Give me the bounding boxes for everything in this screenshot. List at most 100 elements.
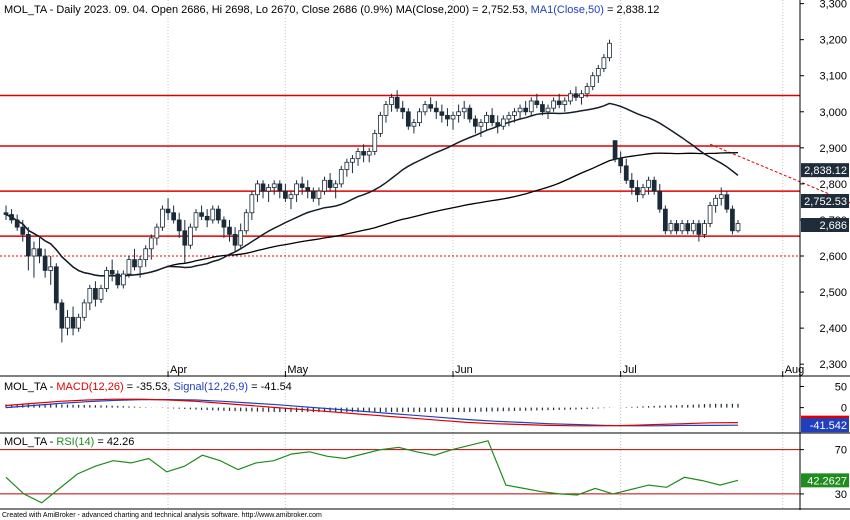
candle-down (635, 187, 640, 196)
candle-down (232, 233, 238, 246)
y-tick-label: 2,300 (819, 359, 847, 371)
macd-header-label: MACD(12,26) (56, 381, 123, 393)
candle-up (417, 111, 422, 123)
candle-up (333, 183, 339, 188)
candle-up (126, 259, 132, 275)
rsi-header-prefix: MOL_TA - (4, 436, 56, 448)
candle-up (154, 226, 160, 239)
x-tick-label: Apr (170, 364, 187, 376)
candle-up (81, 302, 87, 318)
candle-down (361, 151, 366, 156)
candle-up (562, 100, 568, 105)
macd-line (5, 398, 739, 427)
x-tick-label: Jun (455, 364, 473, 376)
candle-down (109, 270, 115, 275)
candle-down (400, 107, 406, 113)
candle-up (568, 93, 573, 102)
candle-down (467, 107, 473, 120)
candle-down (14, 219, 20, 228)
candle-up (266, 187, 271, 192)
candle-up (249, 194, 255, 214)
x-tick-label: May (287, 364, 308, 376)
candle-down (685, 223, 691, 232)
macd-y-axis: 50 0 (800, 381, 847, 415)
rsi-header-label: RSI(14) (56, 436, 94, 448)
rsi-line (5, 440, 739, 504)
candle-down (221, 219, 227, 228)
macd-y-tick-label: 0 (841, 403, 847, 415)
price-tag-ma50-bg (801, 163, 849, 178)
candle-up (456, 111, 461, 116)
price-candles (3, 39, 741, 343)
price-header: MOL_TA - Daily 2023. 09. 04. Open 2686, … (4, 4, 659, 16)
candle-down (534, 100, 540, 105)
candle-up (48, 266, 54, 271)
y-tick-label: 3,100 (819, 71, 847, 83)
candle-up (350, 158, 355, 163)
y-tick-label: 2,400 (819, 323, 847, 335)
candle-up (65, 316, 70, 329)
candle-down (573, 93, 579, 98)
candle-up (120, 273, 126, 286)
x-tick-label: Aug (785, 364, 805, 376)
candle-up (87, 288, 93, 304)
rsi-panel[interactable]: 70 30 42.2627 MOL_TA - RSI(14) = 42.26 (0, 432, 850, 510)
candle-up (579, 93, 584, 98)
price-header-prefix: MOL_TA - Daily 2023. 09. 04. Open 2686, … (4, 4, 531, 16)
candle-up (104, 270, 109, 289)
candle-up (188, 226, 193, 246)
candle-down (9, 214, 14, 221)
candle-up (210, 208, 216, 221)
candle-down (445, 114, 450, 120)
macd-panel[interactable]: 50 0 -35.5303-41.542 MOL_TA - MACD(12,26)… (0, 375, 850, 433)
candle-up (545, 107, 551, 113)
candle-down (70, 316, 76, 329)
candle-up (31, 248, 37, 257)
candle-down (663, 208, 668, 232)
y-tick-label: 2,900 (819, 143, 847, 155)
macd-header-value: = -35.53, (124, 381, 174, 393)
rsi-header-value: = 42.26 (94, 436, 134, 448)
candle-down (176, 219, 182, 232)
signal-header-label: Signal(12,26,9) (173, 381, 248, 393)
y-tick-label: 3,300 (819, 0, 847, 11)
candle-up (422, 104, 428, 113)
price-tag-ma50-text: 2,838.12 (804, 165, 847, 177)
macd-tag-signal-text: -41.542 (810, 420, 847, 432)
candle-up (271, 183, 277, 188)
candle-up (590, 75, 596, 87)
candle-down (405, 111, 411, 127)
candle-down (277, 183, 283, 192)
candle-up (344, 161, 350, 170)
candle-up (718, 194, 724, 199)
price-tag-close-text: 2,686 (819, 220, 847, 232)
y-tick-label: 3,200 (819, 35, 847, 47)
candle-down (433, 107, 439, 113)
price-ma-lines (5, 102, 739, 277)
candle-down (283, 190, 288, 199)
candle-up (702, 223, 707, 235)
candle-up (366, 151, 372, 156)
candle-down (623, 165, 629, 181)
candle-down (394, 96, 400, 109)
rsi-y-axis: 70 30 (800, 445, 847, 501)
candle-up (389, 96, 394, 105)
candle-up (735, 223, 741, 232)
candle-down (93, 288, 98, 300)
candle-up (478, 122, 484, 127)
candle-down (227, 226, 232, 235)
candle-down (618, 158, 624, 167)
candle-up (679, 223, 685, 232)
candle-up (461, 107, 467, 113)
price-header-ma1: MA1(Close,50) (531, 4, 604, 16)
signal-header-value: = -41.54 (248, 381, 292, 393)
candle-up (713, 197, 719, 206)
candle-down (260, 183, 266, 192)
macd-header-prefix: MOL_TA - (4, 381, 56, 393)
candle-up (551, 100, 556, 109)
candle-up (160, 208, 165, 228)
candle-up (338, 169, 344, 185)
candle-down (25, 233, 31, 257)
candle-down (165, 208, 171, 214)
